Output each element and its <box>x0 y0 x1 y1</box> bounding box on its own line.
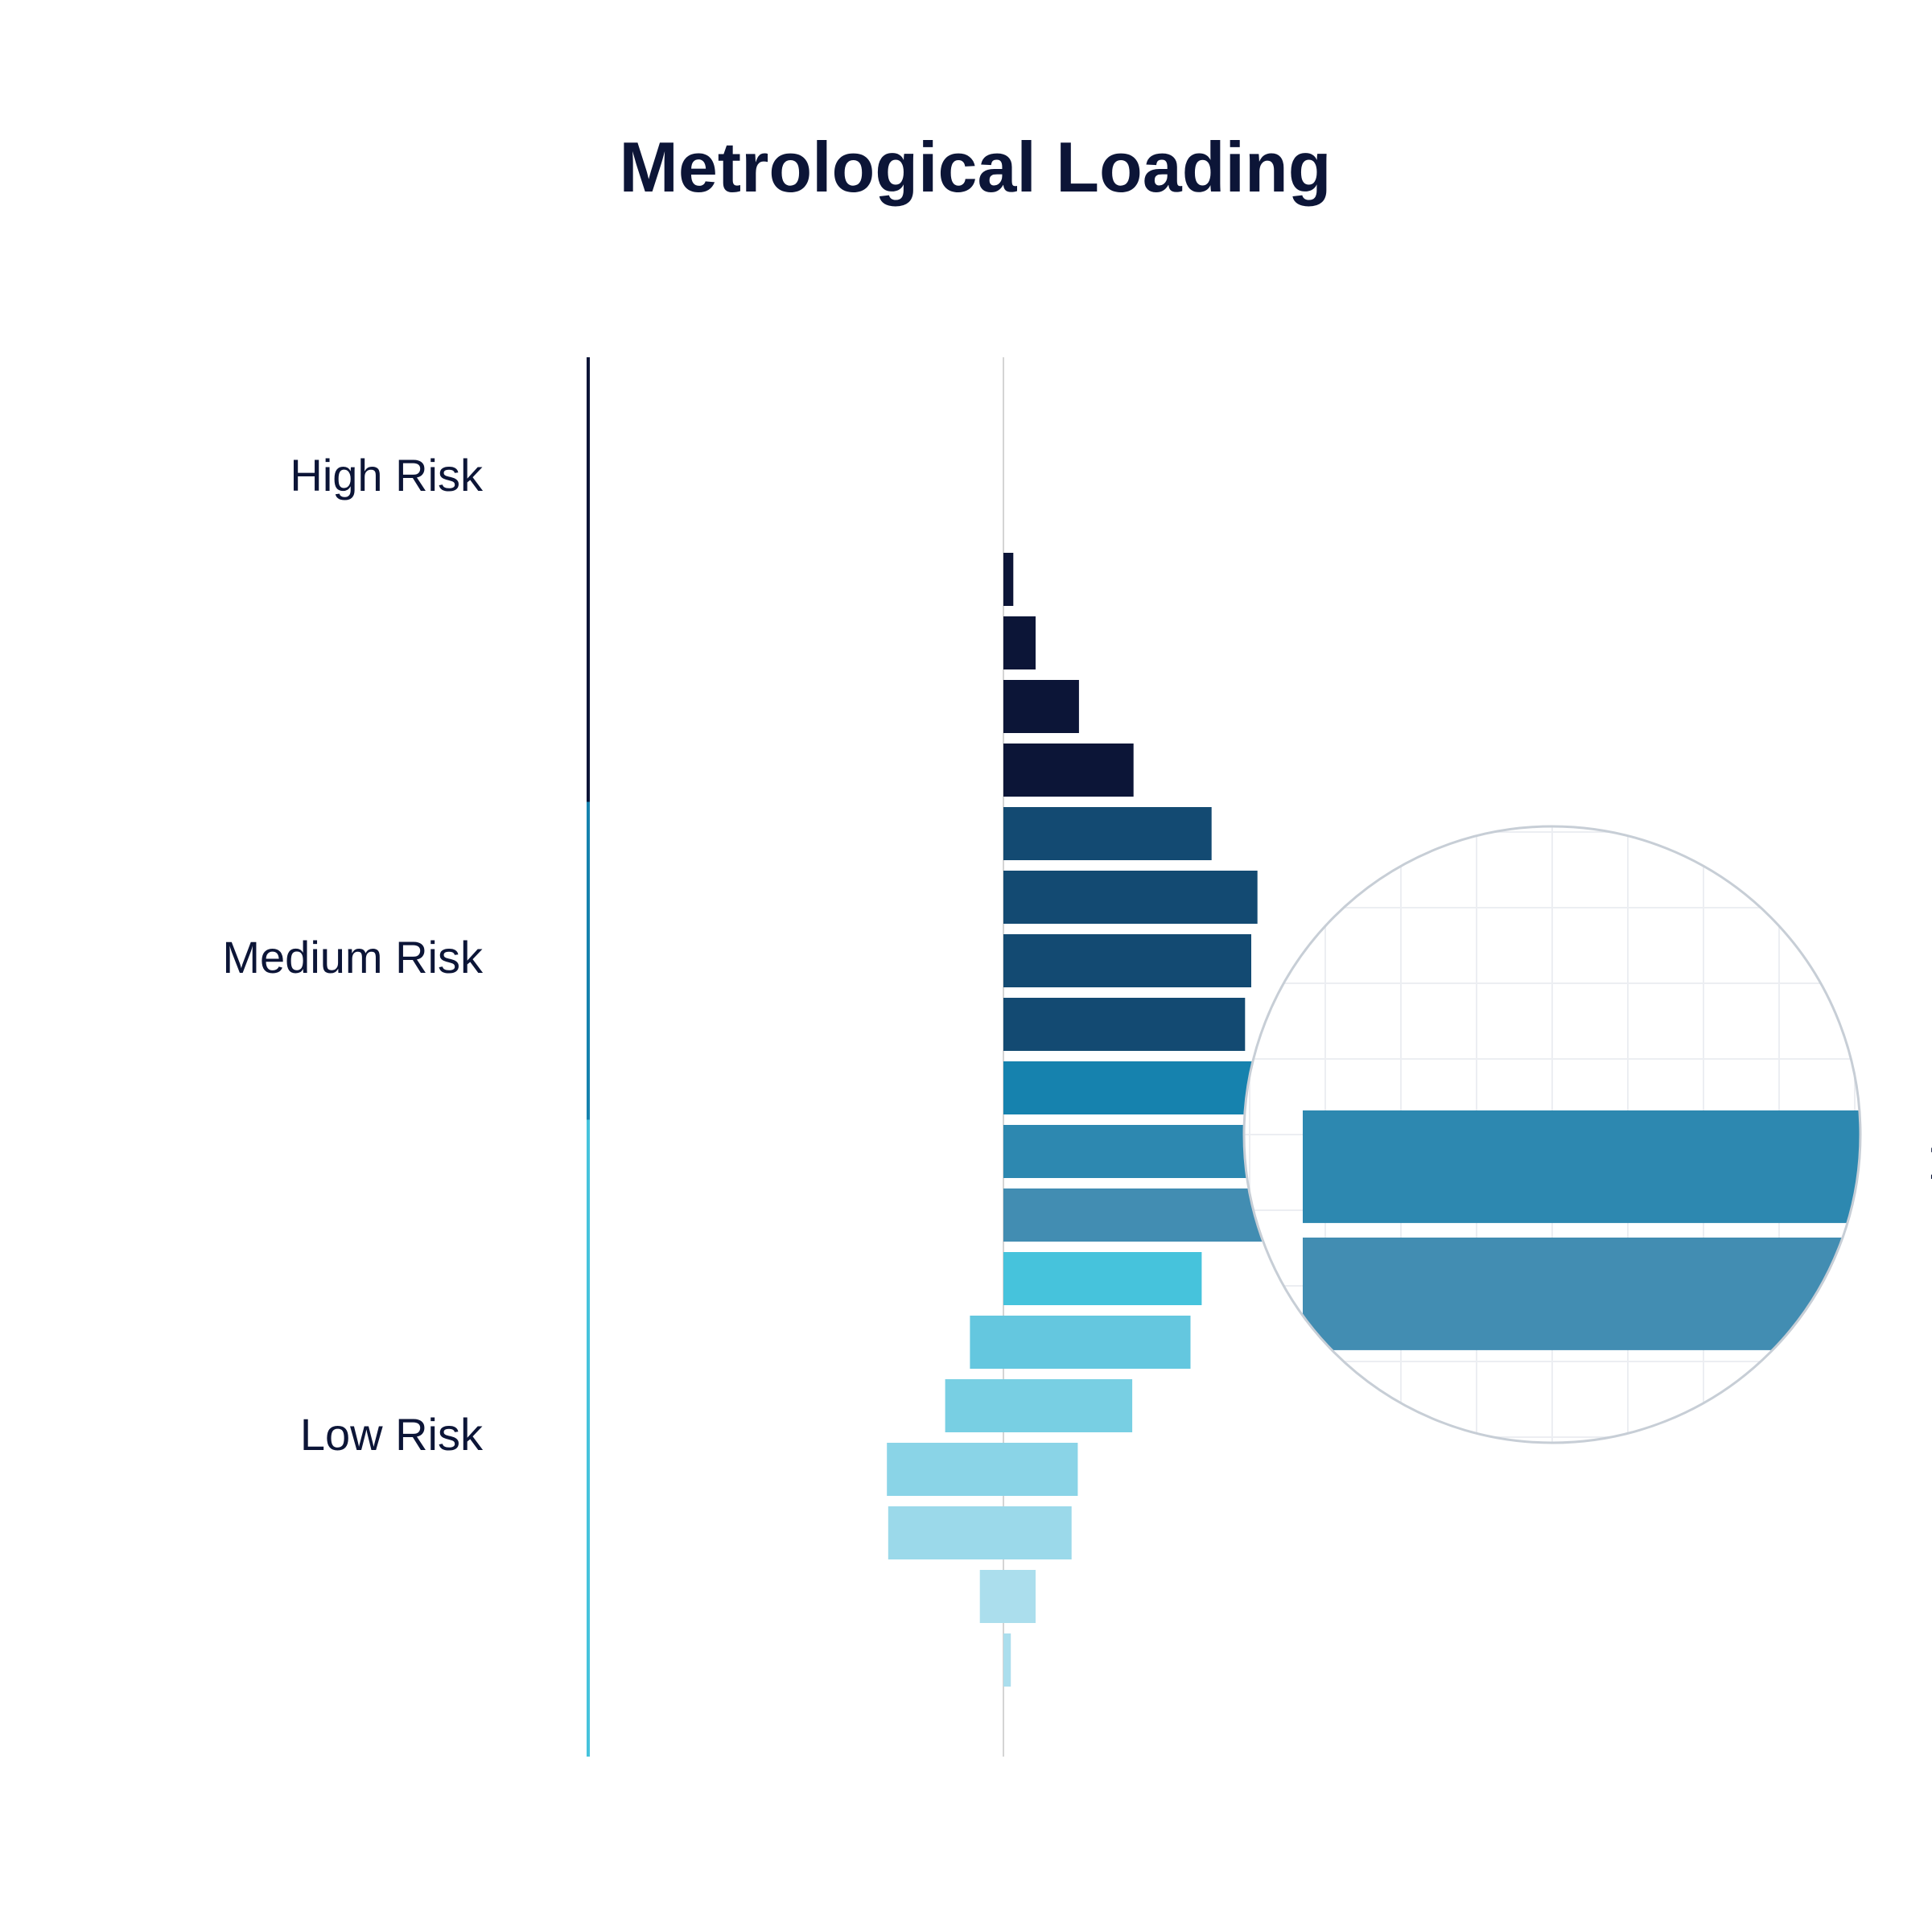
magnified-bar-10 <box>1303 1110 1860 1223</box>
magnifier-border <box>1242 825 1862 1444</box>
bar-17 <box>979 1570 1036 1623</box>
magnifier-lens: 236251 <box>1242 825 1932 1444</box>
bar-15 <box>887 1443 1078 1496</box>
bar-3 <box>1003 680 1079 733</box>
magnifier-labels: 236251 <box>1928 1138 1932 1189</box>
bar-8 <box>1003 998 1246 1051</box>
value-label-10: 236 <box>1928 1138 1932 1189</box>
group-labels: High Risk Medium Risk Low Risk <box>222 450 484 1460</box>
bar-7 <box>1003 934 1251 987</box>
magnified-bar-11 <box>1303 1238 1860 1350</box>
bar-9 <box>1003 1061 1264 1114</box>
bar-18 <box>1003 1633 1011 1687</box>
group-bar-low-risk <box>587 1119 590 1757</box>
magnifier-bars <box>1303 1110 1860 1350</box>
group-label-high-risk: High Risk <box>290 450 484 501</box>
bar-16 <box>888 1506 1072 1559</box>
group-label-low-risk: Low Risk <box>300 1409 484 1460</box>
bar-1 <box>1003 553 1014 606</box>
bar-12 <box>1003 1252 1202 1305</box>
group-label-medium-risk: Medium Risk <box>222 932 484 982</box>
bar-2 <box>1003 616 1036 669</box>
bar-13 <box>970 1316 1191 1369</box>
bar-4 <box>1003 744 1134 797</box>
group-bar-medium-risk <box>587 801 590 1120</box>
bar-5 <box>1003 807 1212 860</box>
group-bars <box>587 357 590 1757</box>
bar-6 <box>1003 871 1258 924</box>
group-bar-high-risk <box>587 357 590 802</box>
bar-14 <box>945 1379 1133 1432</box>
chart-title: Metrological Loading <box>620 127 1332 207</box>
